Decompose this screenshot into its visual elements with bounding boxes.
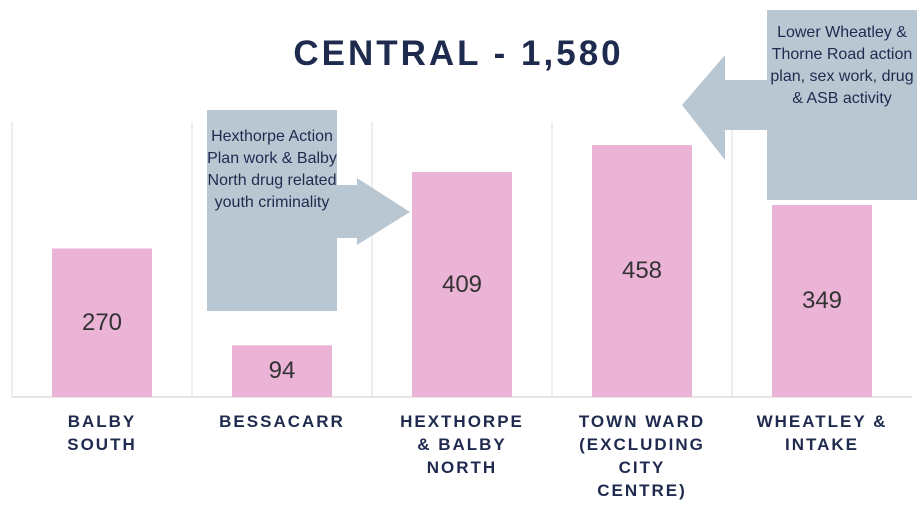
x-tick-label: BALBY SOUTH xyxy=(67,412,137,454)
value-label: 94 xyxy=(268,357,296,385)
x-tick-label: TOWN WARD (EXCLUDING CITY CENTRE) xyxy=(578,412,706,500)
value-label: 349 xyxy=(801,287,843,315)
value-label: 270 xyxy=(81,308,123,336)
value-label: 409 xyxy=(441,270,483,298)
chart-title: CENTRAL - 1,580 xyxy=(293,34,624,73)
bar xyxy=(412,172,512,397)
x-tick-label: HEXTHORPE & BALBY NORTH xyxy=(400,412,524,477)
x-tick-label: WHEATLEY & INTAKE xyxy=(756,412,888,454)
callout-right xyxy=(682,10,917,200)
bar xyxy=(52,248,152,397)
bar xyxy=(592,145,692,397)
annotation: Hexthorpe Action Plan work & Balby North… xyxy=(207,128,337,211)
bar xyxy=(772,205,872,397)
annotation: Lower Wheatley & Thorne Road action plan… xyxy=(770,24,914,107)
bar xyxy=(232,345,332,397)
callout-left xyxy=(207,110,410,311)
x-tick-label: BESSACARR xyxy=(219,412,345,431)
value-label: 458 xyxy=(621,257,663,285)
